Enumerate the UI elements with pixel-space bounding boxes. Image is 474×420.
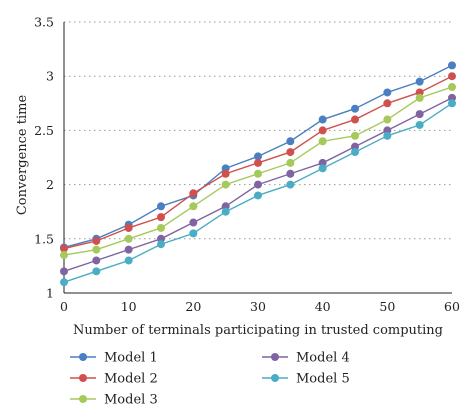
tick-labels: 1 1.5 2 2.5 3 3.5 0 10 20 30 40 50 60: [34, 15, 460, 315]
grid-lines: [64, 21, 452, 240]
legend-marker: [79, 353, 87, 361]
legend-marker: [271, 353, 279, 361]
data-point: [254, 191, 262, 200]
data-point: [189, 189, 198, 198]
data-point: [448, 61, 456, 70]
y-tick-label: 1.5: [34, 231, 54, 246]
legend-marker: [79, 374, 87, 382]
data-point: [92, 256, 101, 265]
data-point: [286, 137, 295, 146]
data-point: [415, 120, 424, 129]
x-tick-label: 60: [444, 299, 460, 314]
data-point: [351, 131, 359, 140]
x-tick-label: 10: [121, 299, 137, 314]
data-point: [448, 99, 456, 108]
data-point: [415, 93, 424, 102]
data-point: [351, 104, 359, 113]
data-point: [254, 158, 262, 167]
data-point: [318, 126, 327, 135]
data-point: [286, 180, 295, 189]
data-point: [221, 169, 230, 178]
data-point: [124, 245, 133, 254]
data-point: [124, 223, 133, 232]
data-point: [383, 88, 392, 97]
data-point: [124, 256, 133, 265]
data-point: [92, 245, 101, 254]
y-tick-label: 2.5: [34, 123, 54, 138]
legend-label: Model 5: [296, 372, 350, 387]
data-point: [60, 278, 68, 287]
data-point: [157, 213, 165, 222]
series-1: [60, 61, 456, 252]
data-point: [157, 202, 165, 211]
legend-item-2: Model 2: [70, 372, 158, 387]
data-point: [383, 115, 392, 124]
data-point: [221, 180, 230, 189]
series-layer: [60, 61, 456, 287]
legend-item-1: Model 1: [70, 351, 158, 366]
data-point: [157, 223, 165, 232]
data-point: [286, 158, 295, 167]
legend-label: Model 1: [104, 351, 158, 366]
series-2: [60, 72, 456, 253]
y-tick-label: 2: [46, 177, 54, 192]
data-point: [286, 148, 295, 157]
data-point: [60, 251, 68, 260]
x-axis-label: Number of terminals participating in tru…: [73, 323, 443, 338]
data-point: [254, 152, 262, 161]
data-point: [254, 180, 262, 189]
legend-marker: [271, 374, 279, 382]
data-point: [351, 115, 359, 124]
y-tick-label: 3: [46, 69, 54, 84]
data-point: [254, 169, 262, 178]
legend-label: Model 3: [104, 393, 158, 408]
x-tick-label: 30: [250, 299, 266, 314]
series-5: [60, 99, 456, 287]
data-point: [124, 234, 133, 243]
data-point: [189, 202, 198, 211]
x-tick-label: 0: [60, 299, 68, 314]
legend-label: Model 4: [296, 351, 350, 366]
legend-item-3: Model 3: [70, 393, 158, 408]
legend-item-4: Model 4: [262, 351, 350, 366]
data-point: [448, 83, 456, 92]
data-point: [92, 236, 101, 245]
y-tick-label: 1: [46, 286, 54, 301]
series-3: [60, 83, 456, 260]
data-point: [383, 99, 392, 108]
data-point: [286, 169, 295, 178]
data-point: [189, 229, 198, 238]
data-point: [415, 77, 424, 86]
data-point: [92, 267, 101, 276]
legend: Model 1 Model 2 Model 3 Model 4 Model 5: [70, 351, 350, 408]
data-point: [351, 148, 359, 157]
x-tick-label: 50: [379, 299, 395, 314]
y-tick-label: 3.5: [34, 15, 54, 30]
data-point: [318, 164, 327, 173]
legend-label: Model 2: [104, 372, 158, 387]
legend-item-5: Model 5: [262, 372, 350, 387]
data-point: [157, 240, 165, 249]
legend-marker: [79, 395, 87, 403]
data-point: [60, 244, 68, 253]
data-point: [318, 115, 327, 124]
y-axis-label: Convergence time: [15, 95, 30, 216]
data-point: [415, 110, 424, 119]
data-point: [318, 137, 327, 146]
x-tick-label: 20: [185, 299, 201, 314]
data-point: [448, 72, 456, 81]
data-point: [221, 207, 230, 216]
data-point: [383, 131, 392, 140]
data-point: [189, 218, 198, 227]
data-point: [60, 267, 68, 276]
x-tick-label: 40: [315, 299, 331, 314]
